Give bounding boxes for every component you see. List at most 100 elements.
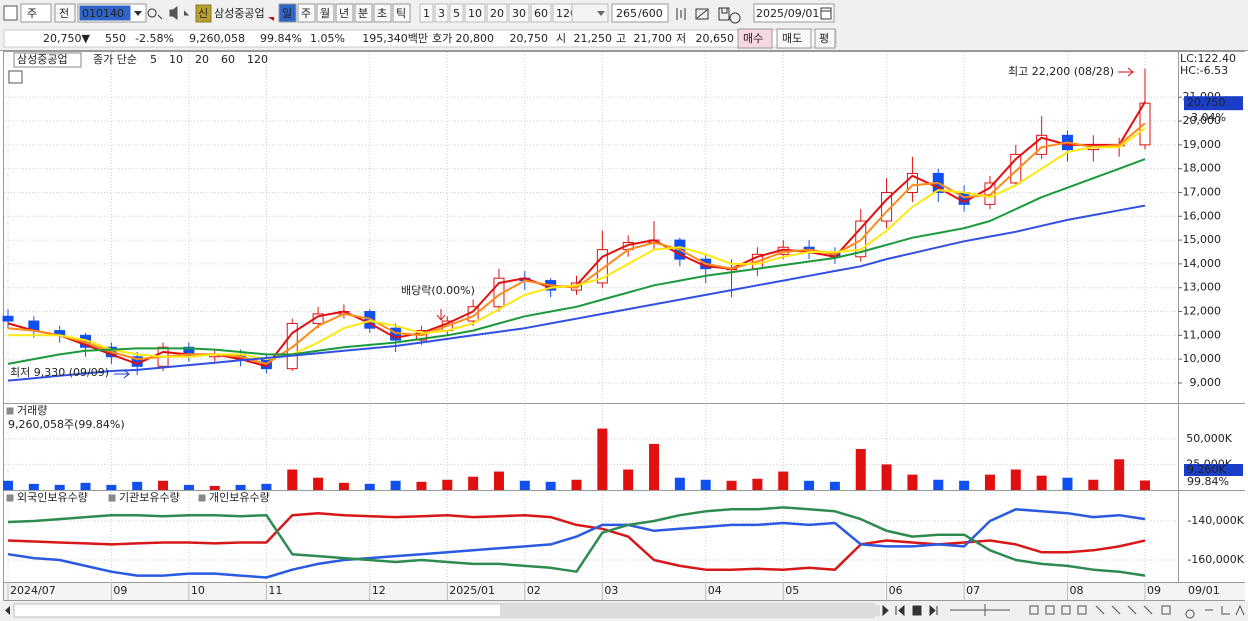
quote-open-label: 시 xyxy=(556,32,566,45)
speaker-icon[interactable] xyxy=(169,6,190,20)
count[interactable]: 60 xyxy=(534,7,548,20)
x-tick-label: 12 xyxy=(372,584,386,597)
volume-bar xyxy=(54,484,65,490)
sell-button[interactable] xyxy=(776,28,812,49)
x-tick-label: 06 xyxy=(889,584,903,597)
count-button[interactable] xyxy=(434,3,449,23)
interval-button[interactable] xyxy=(278,3,297,23)
volume-bar xyxy=(597,428,608,490)
volume-bar xyxy=(183,484,194,490)
volume-bar xyxy=(416,481,427,490)
scroll-thumb[interactable] xyxy=(500,605,880,616)
x-tick-label: 04 xyxy=(708,584,722,597)
stock-name[interactable]: 삼성중공업 xyxy=(214,7,265,20)
calendar-icon[interactable] xyxy=(820,7,832,20)
candle-body xyxy=(906,172,918,193)
y-tick-label: -140,000K xyxy=(1187,514,1244,527)
volume-bar xyxy=(235,484,246,490)
interval[interactable]: 분 xyxy=(358,7,368,20)
interval[interactable]: 주 xyxy=(301,7,311,20)
candle-body xyxy=(364,311,376,329)
code-highlight xyxy=(79,5,131,21)
date[interactable]: 2025/09/01 xyxy=(756,7,819,20)
volume-bar xyxy=(623,469,634,490)
period-select[interactable] xyxy=(20,3,52,23)
quote-rate: -2.58% xyxy=(135,32,174,45)
x-tick-label: 05 xyxy=(785,584,799,597)
count-button[interactable] xyxy=(530,3,552,23)
interval-button[interactable] xyxy=(316,3,335,23)
interval[interactable]: 초 xyxy=(377,7,387,20)
interval[interactable]: 틱 xyxy=(396,7,406,20)
avg-button[interactable] xyxy=(814,28,836,49)
badge xyxy=(195,4,212,23)
nav-buttons[interactable] xyxy=(882,604,938,617)
volume-bar xyxy=(3,480,13,490)
count-select[interactable] xyxy=(571,3,609,23)
count[interactable]: 1 xyxy=(423,7,430,20)
arrow xyxy=(436,309,446,321)
interval-button[interactable] xyxy=(392,3,411,23)
prev[interactable]: 전 xyxy=(59,7,69,20)
count[interactable]: 3 xyxy=(438,7,445,20)
scroll-left[interactable] xyxy=(5,606,10,615)
candle-body xyxy=(596,249,608,284)
volume-bar xyxy=(261,483,272,490)
buy-button[interactable] xyxy=(737,28,773,49)
interval-button[interactable] xyxy=(354,3,373,23)
sell[interactable]: 매도 xyxy=(782,32,802,45)
volume-bar xyxy=(1036,475,1047,490)
last-volume-box xyxy=(1184,464,1243,476)
table-icon[interactable] xyxy=(8,70,23,84)
volume-bar xyxy=(28,483,39,490)
y-tick-label: 12,000 xyxy=(1183,305,1222,318)
quote-price: 20,750▼ xyxy=(43,32,90,45)
prev-button[interactable] xyxy=(54,3,76,23)
ma-line xyxy=(7,511,1146,571)
count-button[interactable] xyxy=(449,3,464,23)
volume-bar xyxy=(390,480,401,490)
interval-button[interactable] xyxy=(335,3,354,23)
volume-bar xyxy=(959,480,970,490)
date-input[interactable] xyxy=(753,3,835,23)
interval-button[interactable] xyxy=(373,3,392,23)
candle-body xyxy=(2,315,14,322)
count[interactable]: 5 xyxy=(453,7,460,20)
interval[interactable]: 월 xyxy=(320,7,330,20)
arrow xyxy=(114,369,130,379)
count-button[interactable] xyxy=(508,3,530,23)
interval[interactable]: 년 xyxy=(339,7,349,20)
count[interactable]: 10 xyxy=(468,7,482,20)
volume-bar xyxy=(881,464,892,490)
interval[interactable]: 일 xyxy=(282,6,292,20)
chart-tools[interactable] xyxy=(676,7,741,24)
buy[interactable]: 매수 xyxy=(743,32,763,45)
count-input[interactable] xyxy=(611,3,669,23)
x-tick-label: 2024/07 xyxy=(10,584,56,597)
x-tick-label: 08 xyxy=(1069,584,1083,597)
count-button[interactable] xyxy=(419,3,434,23)
volume-bar xyxy=(80,482,91,490)
search-icon[interactable] xyxy=(147,8,163,20)
avg[interactable]: 평 xyxy=(819,32,829,45)
count-button[interactable] xyxy=(464,3,486,23)
tool-icons[interactable] xyxy=(950,604,1245,619)
y-tick-label: 15,000 xyxy=(1183,233,1222,246)
volume-bar xyxy=(752,478,763,490)
volume-bar xyxy=(209,485,220,490)
right-axis xyxy=(1179,52,1245,583)
x-tick-label: 03 xyxy=(604,584,618,597)
y-tick-label: -160,000K xyxy=(1187,553,1244,566)
legend-prefix: 종가 단순 xyxy=(93,53,137,66)
count[interactable]: 20 xyxy=(490,7,504,20)
count[interactable]: 30 xyxy=(512,7,526,20)
legend-entry: 60 xyxy=(221,53,235,66)
legend-title-box xyxy=(13,52,82,68)
stock-code[interactable]: 010140 xyxy=(82,7,124,20)
interval-button[interactable] xyxy=(297,3,316,23)
count-button[interactable] xyxy=(486,3,508,23)
period[interactable]: 주 xyxy=(27,7,37,20)
volume-bar xyxy=(1088,479,1099,490)
badge: 신 xyxy=(198,7,208,20)
quote-field xyxy=(3,29,837,48)
